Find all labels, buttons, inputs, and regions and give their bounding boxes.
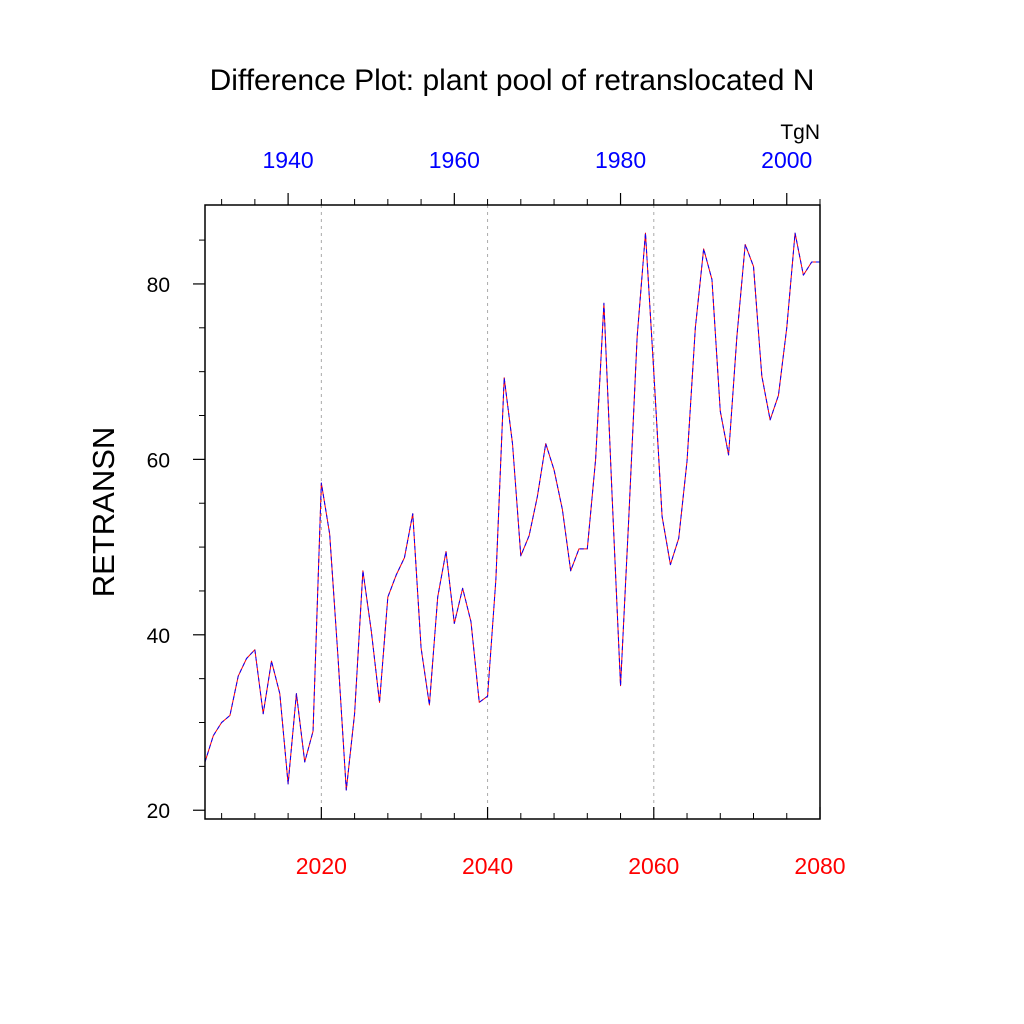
axis-ticks bbox=[193, 193, 821, 819]
y-tick-label: 20 bbox=[147, 800, 170, 823]
x-tick-label-bottom: 2040 bbox=[462, 853, 513, 879]
x-tick-label-top: 1960 bbox=[429, 147, 480, 173]
x-tick-label-top: 1980 bbox=[595, 147, 646, 173]
plot-frame bbox=[204, 204, 821, 820]
x-tick-label-bottom: 2020 bbox=[296, 853, 347, 879]
chart-title: Difference Plot: plant pool of retranslo… bbox=[210, 64, 815, 97]
x-tick-label-bottom: 2060 bbox=[628, 853, 679, 879]
gridlines bbox=[320, 205, 655, 819]
series-group bbox=[204, 232, 820, 791]
series-line-series_b bbox=[204, 232, 820, 791]
y-tick-label: 40 bbox=[147, 625, 170, 648]
y-tick-label: 60 bbox=[147, 449, 170, 472]
x-tick-label-top: 1940 bbox=[263, 147, 314, 173]
series-line-series_a bbox=[204, 232, 820, 791]
x-tick-label-top: 2000 bbox=[761, 147, 812, 173]
y-axis-label: RETRANSN bbox=[86, 427, 121, 598]
y-tick-label: 80 bbox=[147, 274, 170, 297]
units-label: TgN bbox=[780, 121, 820, 144]
x-tick-label-bottom: 2080 bbox=[794, 853, 845, 879]
